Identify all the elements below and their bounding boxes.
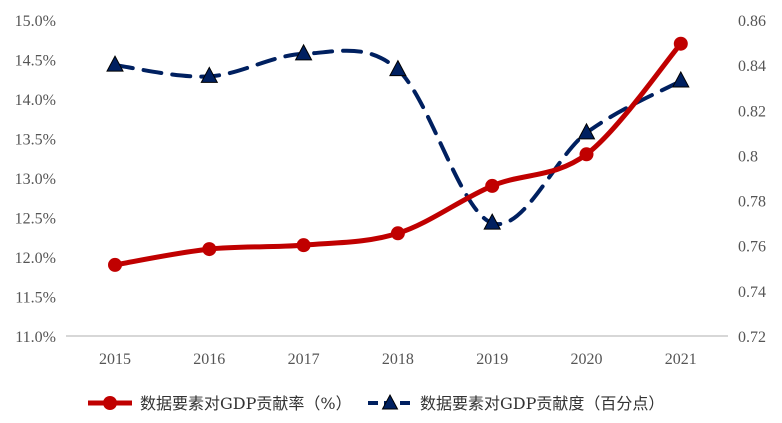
x-tick-label-2019: 2019 (476, 351, 508, 368)
legend-item-contribution-rate: 数据要素对GDP贡献率（%） (88, 394, 352, 413)
right-y-tick-label-0-74: 0.74 (738, 284, 766, 301)
legend-item-contribution-degree: 数据要素对GDP贡献度（百分点） (368, 393, 664, 413)
legend: 数据要素对GDP贡献率（%） 数据要素对GDP贡献度（百分点） (88, 393, 664, 413)
left-y-tick-label-14-0: 14.0% (15, 92, 56, 109)
left-y-axis: 11.0% 11.5% 12.0% 12.5% 13.0% 13.5% 14.0% 14.5%… (15, 13, 56, 346)
data-point-contribution-rate-2021 (673, 36, 688, 51)
left-y-tick-label-12-0: 12.0% (15, 250, 56, 267)
right-y-tick-label-0-86: 0.86 (738, 13, 766, 30)
legend-label-contribution-rate: 数据要素对GDP贡献率（%） (140, 394, 352, 413)
right-y-axis: 0.72 0.74 0.76 0.78 0.8 0.82 0.84 0.86 (738, 13, 766, 346)
data-point-contribution-rate-2018 (390, 226, 405, 241)
series-contribution-degree (106, 43, 690, 230)
right-y-tick-label-0-76: 0.76 (738, 239, 766, 256)
right-y-tick-label-0-78: 0.78 (738, 194, 766, 211)
x-tick-label-2015: 2015 (99, 351, 131, 368)
x-tick-label-2017: 2017 (288, 351, 320, 368)
data-point-contribution-degree-2021 (671, 70, 690, 88)
data-point-contribution-rate-2020 (579, 147, 594, 162)
series-layer (106, 36, 690, 272)
left-y-tick-label-14-5: 14.5% (15, 53, 56, 70)
data-point-contribution-degree-2018 (389, 59, 407, 77)
left-y-tick-label-13-5: 13.5% (15, 132, 56, 149)
left-y-tick-label-15-0: 15.0% (15, 13, 56, 30)
right-y-tick-label-0-82: 0.82 (738, 103, 766, 120)
x-tick-label-2020: 2020 (571, 351, 603, 368)
data-point-contribution-rate-2015 (108, 257, 122, 272)
x-tick-label-2021: 2021 (665, 351, 697, 368)
legend-label-contribution-degree: 数据要素对GDP贡献度（百分点） (420, 394, 664, 413)
data-point-contribution-degree-2016 (200, 66, 219, 83)
right-y-tick-label-0-8: 0.8 (738, 148, 758, 165)
series-contribution-rate (108, 36, 688, 272)
data-point-contribution-rate-2016 (202, 242, 217, 257)
data-point-contribution-rate-2017 (296, 238, 311, 253)
data-point-contribution-rate-2019 (485, 178, 500, 193)
left-y-tick-label-11-0: 11.0% (15, 329, 56, 346)
x-tick-label-2018: 2018 (382, 351, 414, 368)
legend-marker-triangle (381, 393, 399, 410)
series-line-contribution-degree (113, 48, 683, 227)
data-point-contribution-degree-2020 (577, 122, 596, 140)
data-point-contribution-degree-2019 (483, 213, 502, 230)
left-y-tick-label-13-0: 13.0% (15, 171, 56, 188)
left-y-tick-label-11-5: 11.5% (15, 290, 56, 307)
left-y-tick-label-12-5: 12.5% (15, 211, 56, 228)
legend-marker-circle (103, 396, 117, 410)
x-axis: 2015 2016 2017 2018 2019 2020 2021 (99, 351, 697, 368)
right-y-tick-label-0-72: 0.72 (738, 329, 766, 346)
x-tick-label-2016: 2016 (193, 351, 225, 368)
right-y-tick-label-0-84: 0.84 (738, 58, 766, 75)
data-point-contribution-degree-2017 (294, 43, 313, 61)
data-point-contribution-degree-2015 (106, 55, 124, 72)
